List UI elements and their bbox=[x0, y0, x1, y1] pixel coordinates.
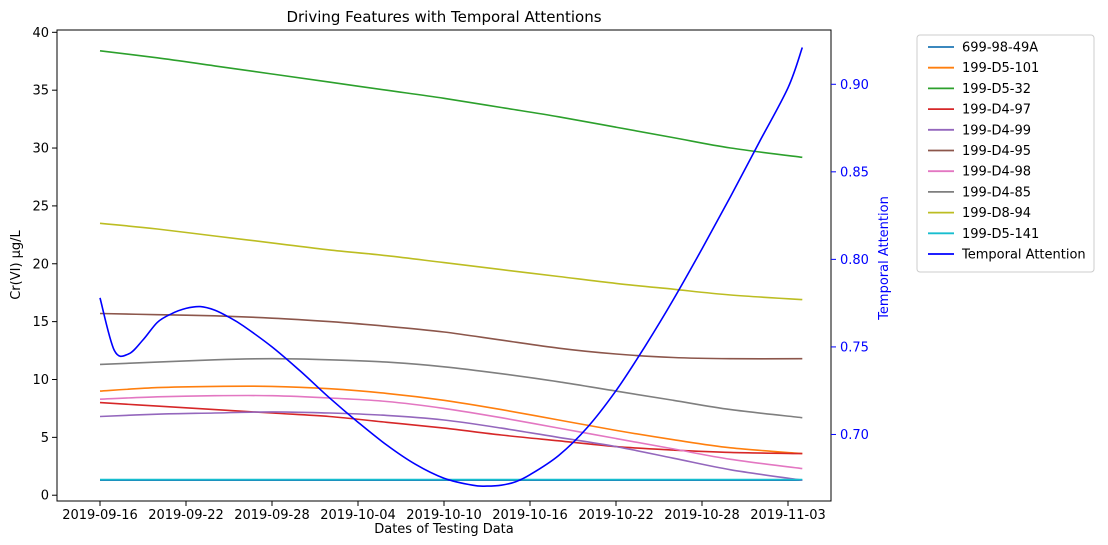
legend: 699-98-49A 199-D5-101 199-D5-32 199-D4-97 19… bbox=[916, 34, 1095, 273]
series-layer bbox=[99, 47, 804, 487]
x-tick-label: 2019-10-22 bbox=[578, 508, 654, 523]
y-axis-label: Cr(VI) μg/L bbox=[9, 229, 24, 299]
legend-box bbox=[916, 34, 1095, 273]
y2-axis-label: Temporal Attention bbox=[877, 196, 892, 321]
legend-label: 199-D4-85 bbox=[962, 185, 1031, 200]
legend-label: 199-D8-94 bbox=[962, 206, 1031, 221]
x-tick-label: 2019-10-28 bbox=[664, 508, 740, 523]
series-line-199-D5-101 bbox=[99, 385, 803, 455]
chart-title: Driving Features with Temporal Attention… bbox=[286, 8, 601, 26]
series-line-199-D4-98 bbox=[99, 394, 803, 470]
right-axis: 0.70 0.75 0.80 0.85 0.90 bbox=[831, 78, 869, 443]
left-axis: 0 5 10 15 20 25 30 35 40 bbox=[32, 26, 57, 504]
x-tick-label: 2019-09-28 bbox=[234, 508, 310, 523]
y-tick-label: 25 bbox=[32, 199, 49, 214]
y-tick-label: 10 bbox=[32, 373, 49, 388]
legend-label: 199-D4-95 bbox=[962, 144, 1031, 159]
bottom-axis: 2019-09-16 2019-09-22 2019-09-28 2019-10-04… bbox=[62, 501, 826, 523]
y-tick-label: 20 bbox=[32, 257, 49, 272]
series-line-199-D5-32 bbox=[99, 50, 803, 159]
series-line-199-D8-94 bbox=[99, 222, 803, 301]
y-tick-label: 15 bbox=[32, 315, 49, 330]
y2-tick-label: 0.75 bbox=[840, 340, 869, 355]
legend-label: 199-D5-101 bbox=[962, 61, 1039, 76]
legend-label: 199-D4-97 bbox=[962, 103, 1031, 118]
series-line-199-D4-99 bbox=[99, 411, 803, 481]
legend-label: 199-D5-32 bbox=[962, 82, 1031, 97]
legend-label: Temporal Attention bbox=[961, 248, 1086, 263]
y2-tick-label: 0.90 bbox=[840, 78, 869, 93]
legend-label: 199-D4-98 bbox=[962, 165, 1031, 180]
x-tick-label: 2019-09-16 bbox=[62, 508, 138, 523]
series-line-199-D4-85 bbox=[99, 357, 803, 419]
x-tick-label: 2019-10-04 bbox=[320, 508, 396, 523]
legend-label: 199-D5-141 bbox=[962, 227, 1039, 242]
x-tick-label: 2019-10-16 bbox=[492, 508, 568, 523]
x-axis-label: Dates of Testing Data bbox=[374, 522, 514, 537]
series-line-199-D4-95 bbox=[99, 312, 803, 360]
y-tick-label: 35 bbox=[32, 84, 49, 99]
x-tick-label: 2019-09-22 bbox=[148, 508, 224, 523]
plot-frame bbox=[56, 29, 832, 502]
y-tick-label: 30 bbox=[32, 142, 49, 157]
y2-tick-label: 0.70 bbox=[840, 428, 869, 443]
y-tick-label: 40 bbox=[32, 26, 49, 41]
temporal-attention-line bbox=[99, 47, 804, 487]
x-tick-label: 2019-11-03 bbox=[750, 508, 826, 523]
legend-label: 199-D4-99 bbox=[962, 123, 1031, 138]
x-tick-label: 2019-10-10 bbox=[406, 508, 482, 523]
y2-tick-label: 0.85 bbox=[840, 165, 869, 180]
y-tick-label: 5 bbox=[41, 431, 49, 446]
y-tick-label: 0 bbox=[41, 489, 49, 504]
series-line-199-D4-97 bbox=[99, 401, 803, 455]
y2-tick-label: 0.80 bbox=[840, 253, 869, 268]
legend-label: 699-98-49A bbox=[962, 41, 1038, 56]
